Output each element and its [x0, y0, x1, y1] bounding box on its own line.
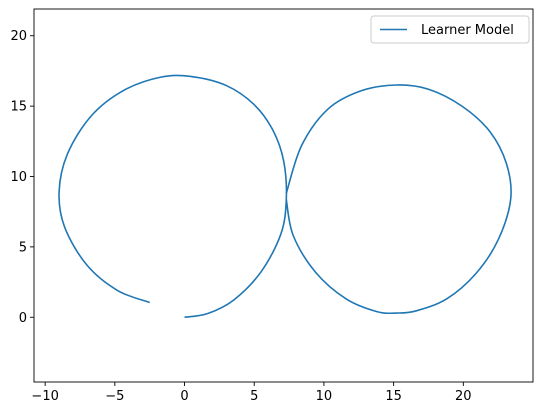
x-tick-label: −5: [105, 389, 124, 404]
y-tick-label: 10: [10, 170, 27, 185]
y-tick-label: 20: [10, 29, 27, 44]
plot-layer: [58, 74, 512, 319]
axes-frame: [33, 8, 534, 383]
series-line-0: [58, 74, 288, 319]
legend: Learner Model: [370, 15, 530, 44]
y-tick-label: 0: [19, 311, 27, 326]
y-tick-label: 5: [19, 240, 27, 255]
x-tick-label: 10: [316, 389, 333, 404]
series-lines: [58, 74, 512, 319]
x-tick-label: 5: [250, 389, 258, 404]
x-tick-label: 20: [455, 389, 472, 404]
legend-box: [370, 15, 530, 44]
y-tick-label: 15: [10, 100, 27, 115]
x-tick-label: 15: [385, 389, 402, 404]
x-tick-label: 0: [180, 389, 188, 404]
legend-label: Learner Model: [421, 23, 514, 38]
series-line-1: [285, 84, 512, 315]
axes-layer: −10 −5 0 5 10 15 20 0 5 10 15 20: [10, 8, 534, 404]
x-tick-label: −10: [31, 389, 58, 404]
